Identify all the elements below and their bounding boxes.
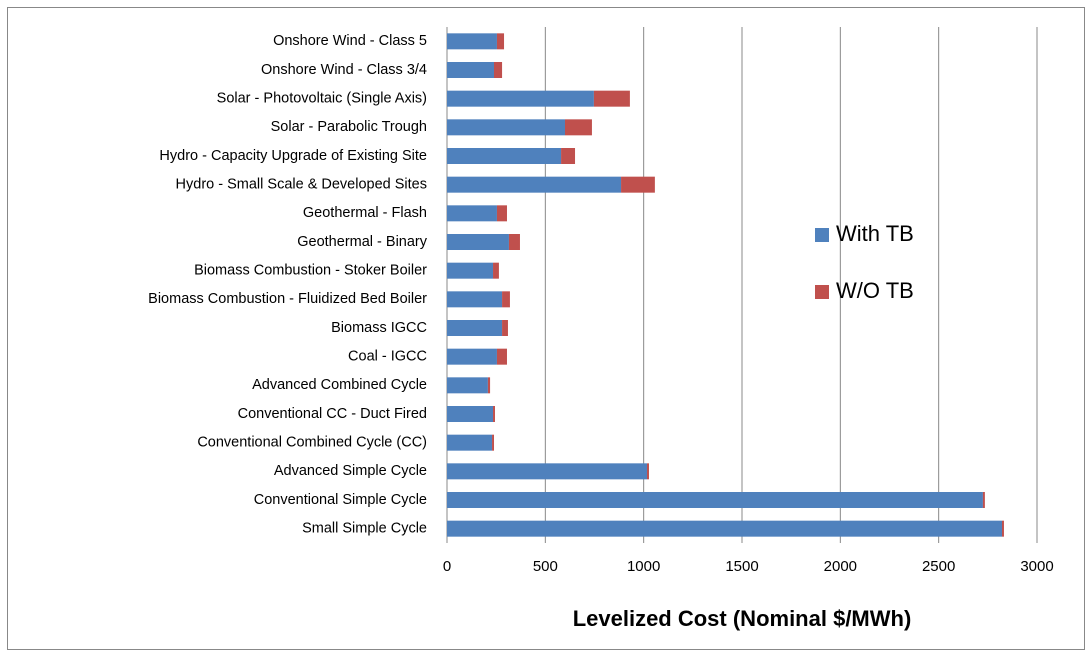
- bar-segment: [1001, 520, 1004, 537]
- y-tick-label: Coal - IGCC: [348, 348, 427, 364]
- y-tick-label: Solar - Parabolic Trough: [271, 119, 427, 135]
- bar-segment: [447, 176, 622, 193]
- bar-segment: [502, 291, 510, 308]
- bar-segment: [447, 90, 594, 107]
- y-tick-label: Hydro - Small Scale & Developed Sites: [176, 176, 427, 192]
- y-tick-label: Biomass Combustion - Fluidized Bed Boile…: [148, 291, 427, 307]
- bar-segment: [496, 205, 507, 222]
- bar-segment: [593, 90, 630, 107]
- legend-swatch: [815, 228, 829, 242]
- bar-segment: [447, 119, 565, 136]
- bar-segment: [447, 377, 488, 394]
- bar-segment: [487, 377, 491, 394]
- bar-segment: [492, 434, 495, 451]
- bar-segment: [447, 205, 497, 222]
- bar-segment: [447, 148, 562, 164]
- y-tick-label: Solar - Photovoltaic (Single Axis): [217, 90, 427, 106]
- bar-segment: [493, 406, 495, 422]
- bar-segment: [496, 33, 505, 50]
- bar-segment: [447, 463, 648, 480]
- bar-segment: [494, 62, 503, 78]
- y-tick-label: Conventional Simple Cycle: [254, 492, 427, 508]
- chart-frame: [7, 7, 1085, 650]
- y-tick-label: Advanced Combined Cycle: [252, 377, 427, 393]
- y-tick-label: Biomass Combustion - Stoker Boiler: [194, 262, 427, 278]
- bar-segment: [502, 320, 508, 336]
- x-tick-label: 500: [533, 558, 558, 575]
- bar-segment: [447, 320, 503, 336]
- legend-swatch: [815, 285, 829, 299]
- legend-label: W/O TB: [836, 278, 914, 303]
- bar-segment: [447, 33, 497, 50]
- bar-segment: [447, 520, 1002, 537]
- bar-segment: [447, 291, 503, 308]
- bar-segment: [647, 463, 649, 480]
- bar-segment: [621, 176, 655, 193]
- y-tick-label: Small Simple Cycle: [302, 520, 427, 536]
- bar-segment: [496, 348, 507, 365]
- x-tick-label: 1500: [725, 558, 758, 575]
- bar-segment: [447, 434, 493, 451]
- x-tick-label: 3000: [1020, 558, 1053, 575]
- bar-segment: [447, 492, 983, 508]
- y-tick-label: Conventional Combined Cycle (CC): [197, 434, 427, 450]
- bar-segment: [447, 234, 509, 250]
- y-tick-label: Advanced Simple Cycle: [274, 463, 427, 479]
- legend-label: With TB: [836, 221, 914, 246]
- x-tick-label: 0: [443, 558, 451, 575]
- y-tick-label: Geothermal - Flash: [303, 205, 427, 221]
- y-tick-label: Biomass IGCC: [331, 320, 427, 336]
- y-tick-label: Onshore Wind - Class 3/4: [261, 62, 427, 78]
- bar-segment: [447, 62, 495, 78]
- y-tick-label: Onshore Wind - Class 5: [273, 33, 427, 49]
- y-tick-label: Hydro - Capacity Upgrade of Existing Sit…: [159, 148, 427, 164]
- bar-segment: [447, 262, 494, 279]
- y-tick-label: Geothermal - Binary: [297, 234, 427, 250]
- x-tick-label: 2000: [824, 558, 857, 575]
- x-tick-label: 1000: [627, 558, 660, 575]
- bar-segment: [982, 492, 985, 508]
- bar-segment: [565, 119, 592, 136]
- bar-segment: [493, 262, 499, 279]
- bar-segment: [447, 348, 497, 365]
- bar-segment: [508, 234, 520, 250]
- x-tick-label: 2500: [922, 558, 955, 575]
- y-tick-label: Conventional CC - Duct Fired: [238, 406, 427, 422]
- bar-segment: [447, 406, 494, 422]
- x-axis-label: Levelized Cost (Nominal $/MWh): [573, 606, 912, 631]
- bar-segment: [561, 148, 576, 164]
